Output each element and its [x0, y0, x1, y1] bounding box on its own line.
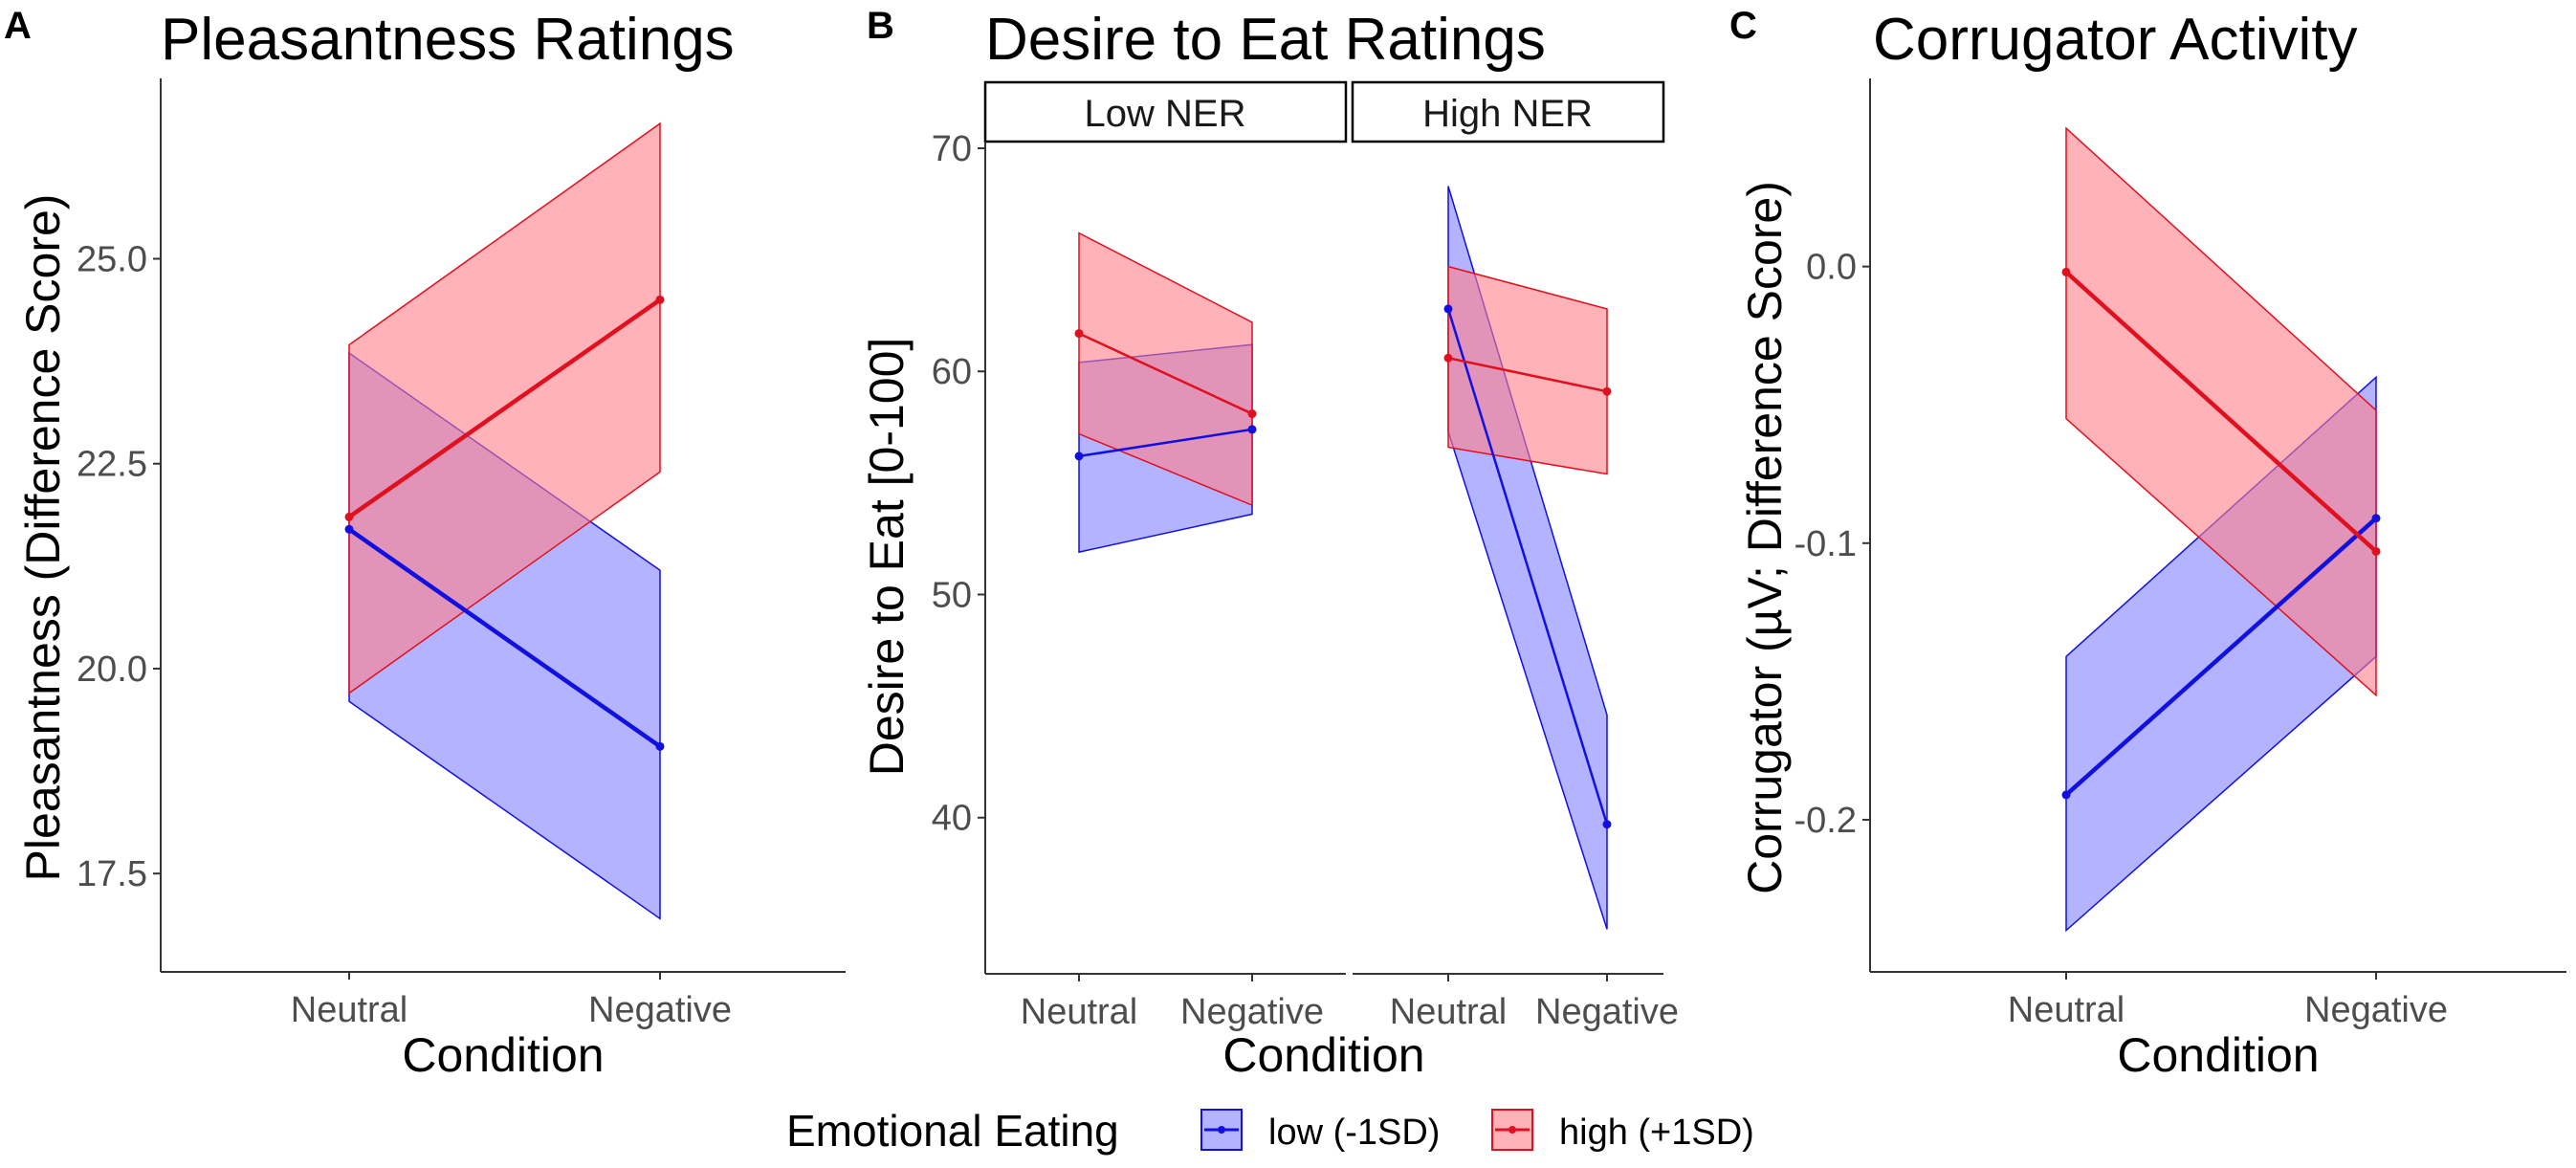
panel-a-ticks: 17.5 20.0 22.5 25.0 Neutral Negative [77, 240, 732, 1030]
data-point-low [2371, 514, 2381, 523]
panel-c-y-label: Corrugator (µV; Difference Score) [1738, 181, 1792, 894]
x-tick-label: Neutral [2008, 990, 2125, 1030]
panel-b-x-label: Condition [1222, 1028, 1424, 1082]
series-line-high [347, 298, 662, 519]
data-point-low [2061, 790, 2071, 800]
series-line-high [1447, 357, 1608, 393]
panel-c-title: Corrugator Activity [1873, 7, 2358, 73]
data-point-low [344, 524, 354, 534]
legend-label-low: low (-1SD) [1268, 1113, 1440, 1153]
panel-a-x-label: Condition [402, 1028, 604, 1082]
facet-strip-high-ner [1351, 80, 1665, 143]
panel-b-title: Desire to Eat Ratings [985, 7, 1546, 73]
y-tick-label: 40 [932, 799, 972, 839]
data-point-high [1074, 329, 1084, 339]
y-tick-label: 0.0 [1806, 248, 1857, 288]
data-point-low [1602, 820, 1612, 829]
x-tick-label: Neutral [1021, 992, 1138, 1032]
data-point-high [655, 295, 665, 304]
panel-a-letter: A [4, 5, 32, 47]
y-tick-label: 20.0 [77, 650, 147, 690]
series-line-low [1078, 428, 1253, 458]
data-point-low [1247, 425, 1257, 434]
y-tick-label: -0.2 [1794, 801, 1857, 841]
y-tick-label: 60 [932, 352, 972, 392]
data-point-high [1247, 409, 1257, 419]
panel-c-plot [2061, 126, 2381, 933]
legend-key-high-point [1508, 1126, 1516, 1134]
panel-b-plot [1074, 186, 1612, 930]
series-line-low [347, 527, 662, 749]
ci-ribbon-high [1447, 265, 1608, 475]
x-tick-label: Neutral [1390, 992, 1508, 1032]
facet-strip-low-ner-label: Low NER [1085, 93, 1246, 135]
panel-c-x-label: Condition [2117, 1028, 2319, 1082]
data-point-high [1602, 386, 1612, 396]
data-point-high [344, 512, 354, 521]
legend-key-high [1491, 1109, 1533, 1151]
y-tick-label: 22.5 [77, 445, 147, 485]
y-tick-label: 70 [932, 129, 972, 169]
panel-a-plot [344, 121, 665, 920]
x-tick-label: Neutral [291, 990, 408, 1030]
series-line-low [1446, 308, 1609, 826]
y-tick-label: 17.5 [77, 854, 147, 894]
panel-c-ticks: -0.2 -0.1 0.0 Neutral Negative [1794, 248, 2448, 1030]
panel-a: A Pleasantness Ratings 17.5 20.0 22.5 25.0 N… [4, 5, 846, 1082]
panel-b-y-label: Desire to Eat [0-100] [860, 338, 914, 777]
legend-key-low [1200, 1109, 1243, 1151]
series-line-high [1078, 332, 1253, 415]
legend-label-high: high (+1SD) [1559, 1113, 1754, 1153]
data-point-low [1443, 304, 1453, 314]
y-tick-label: 25.0 [77, 240, 147, 280]
legend-key-low-point [1218, 1126, 1225, 1134]
data-point-high [1443, 353, 1453, 363]
legend-title: Emotional Eating [786, 1106, 1119, 1156]
x-tick-label: Negative [2304, 990, 2448, 1030]
panel-a-y-label: Pleasantness (Difference Score) [16, 194, 70, 882]
x-tick-label: Negative [588, 990, 732, 1030]
y-tick-label: -0.1 [1794, 524, 1857, 564]
panel-b-ticks: 40 50 60 70 Neutral Negative Neutral Negative [932, 129, 1679, 1032]
panel-c-letter: C [1729, 5, 1757, 47]
data-point-low [1074, 452, 1084, 461]
x-tick-label: Negative [1180, 992, 1324, 1032]
y-tick-label: 50 [932, 575, 972, 615]
panel-b: B Desire to Eat Ratings Low NER High NER… [860, 5, 1679, 1082]
data-point-high [2061, 267, 2071, 276]
panel-c: C Corrugator Activity -0.2 -0.1 0.0 Neutral… [1729, 5, 2566, 1082]
legend: Emotional Eating low (-1SD) high (+1SD) [786, 1106, 1754, 1156]
data-point-high [2371, 546, 2381, 556]
series-line-low [2064, 517, 2378, 797]
x-tick-label: Negative [1535, 992, 1679, 1032]
series-line-high [2064, 270, 2378, 554]
panel-b-letter: B [867, 5, 894, 47]
facet-strip-high-ner-label: High NER [1422, 93, 1593, 135]
panel-a-title: Pleasantness Ratings [161, 7, 735, 73]
facet-strip-low-ner [983, 80, 1348, 143]
data-point-low [655, 741, 665, 751]
